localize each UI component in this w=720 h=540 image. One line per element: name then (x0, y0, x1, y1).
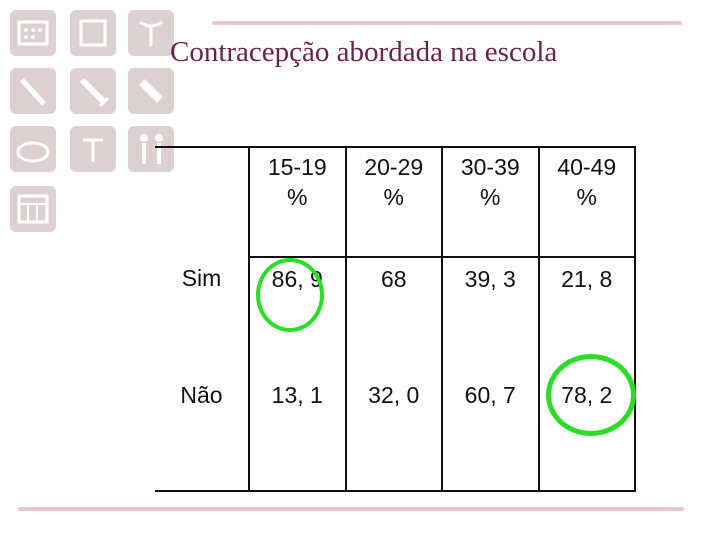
table-cell: 68 (344, 257, 443, 374)
highlight-circle-nao-40-49 (546, 354, 636, 436)
tube-icon (128, 68, 174, 114)
table-cell: 13, 1 (248, 374, 347, 492)
table-row: Sim 86, 9 68 39, 3 21, 8 (155, 257, 636, 374)
table-header-cell: 20-29 % (344, 146, 443, 258)
table-corner-cell (155, 146, 250, 257)
header-range: 30-39 (460, 154, 520, 180)
syringe-icon (70, 68, 116, 114)
header-unit: % (576, 184, 597, 210)
header-unit: % (287, 184, 308, 210)
table-header-cell: 15-19 % (248, 146, 347, 258)
row-label: Sim (155, 257, 250, 374)
page-title: Contracepção abordada na escola (170, 36, 558, 68)
row-label: Não (155, 374, 250, 492)
bottom-accent-line (18, 507, 684, 511)
diaphragm-icon (10, 126, 56, 172)
header-unit: % (383, 184, 404, 210)
table-header-cell: 40-49 % (537, 146, 636, 258)
table-header-cell: 30-39 % (441, 146, 540, 258)
header-unit: % (480, 184, 501, 210)
calendar-pill-icon (10, 10, 56, 56)
table-cell: 39, 3 (441, 257, 540, 374)
table-cell: 60, 7 (441, 374, 540, 492)
data-table: 15-19 % 20-29 % 30-39 % 40-49 % Sim 86, … (155, 146, 636, 492)
calendar-icon (10, 186, 56, 232)
condom-icon (10, 68, 56, 114)
header-range: 15-19 (267, 154, 327, 180)
title-accent-line (212, 21, 682, 25)
iud-icon (128, 10, 174, 56)
table-cell: 32, 0 (344, 374, 443, 492)
header-range: 40-49 (557, 154, 617, 180)
blank-square-icon (70, 10, 116, 56)
table-header-row: 15-19 % 20-29 % 30-39 % 40-49 % (155, 146, 636, 258)
highlight-circle-sim-15-19 (256, 258, 324, 332)
iud-small-icon (70, 126, 116, 172)
header-range: 20-29 (364, 154, 424, 180)
